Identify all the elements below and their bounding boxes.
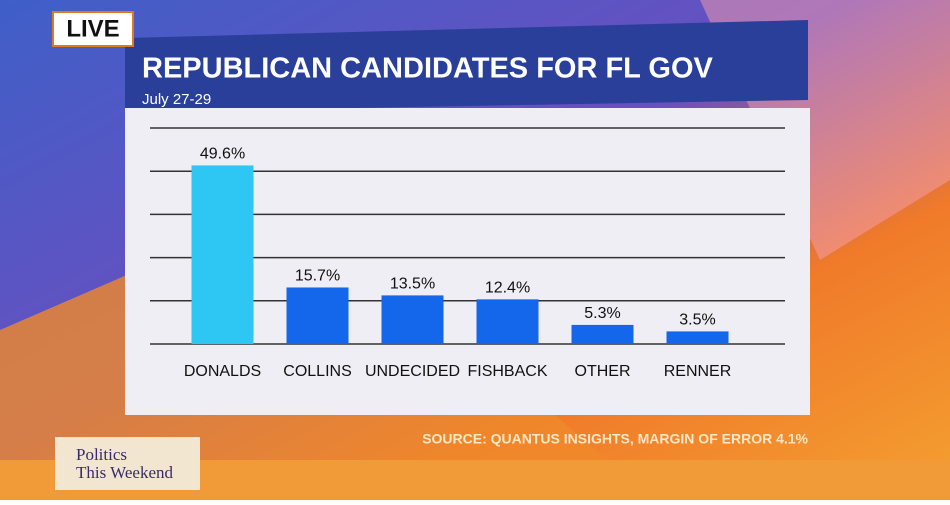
x-tick-label: UNDECIDED	[365, 363, 460, 380]
value-label: 12.4%	[485, 280, 530, 297]
value-label: 3.5%	[679, 312, 715, 329]
bar	[191, 165, 254, 344]
bar	[381, 295, 444, 344]
x-tick-label: FISHBACK	[467, 363, 547, 380]
live-text: LIVE	[66, 15, 119, 42]
show-name: Politics	[76, 445, 127, 464]
value-label: 15.7%	[295, 268, 340, 285]
bar	[476, 299, 539, 344]
x-tick-label: DONALDS	[184, 363, 261, 380]
chart-subtitle: July 27-29	[142, 91, 211, 108]
x-tick-label: RENNER	[664, 363, 732, 380]
show-logo	[55, 437, 200, 490]
header-band	[125, 20, 808, 112]
x-tick-label: OTHER	[575, 363, 631, 380]
value-label: 13.5%	[390, 276, 435, 293]
live-badge	[52, 11, 134, 47]
value-label: 49.6%	[200, 146, 245, 163]
value-label: 5.3%	[584, 305, 620, 322]
source-note: SOURCE: QUANTUS INSIGHTS, MARGIN OF ERRO…	[422, 431, 808, 447]
chart-title: REPUBLICAN CANDIDATES FOR FL GOV	[142, 53, 714, 85]
bar	[571, 324, 634, 344]
bar	[666, 331, 729, 344]
bar	[286, 287, 349, 344]
x-tick-label: COLLINS	[283, 363, 351, 380]
show-name: This Weekend	[76, 463, 173, 482]
